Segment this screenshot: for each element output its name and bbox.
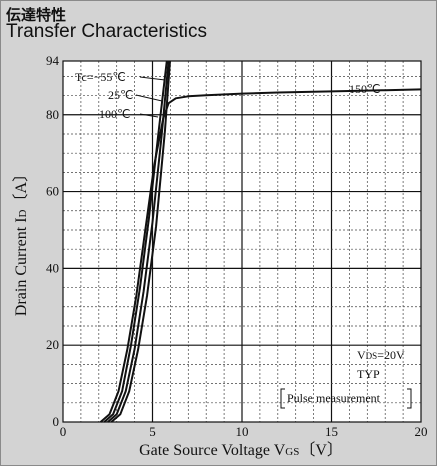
condition-pulse-measurement: Pulse measurement: [287, 391, 381, 405]
y-tick-label: 20: [46, 337, 59, 352]
pulse-bracket-left: [280, 388, 285, 409]
x-axis-label: Gate Source Voltage VGS〔V〕: [139, 441, 343, 459]
condition-vds-value: =20V: [377, 348, 405, 362]
grid-lines: [63, 61, 421, 422]
y-tick-label: 40: [46, 260, 59, 275]
series-label-25: 25℃: [108, 88, 133, 102]
series-label-100: 100℃: [99, 107, 130, 121]
chart-title-japanese: 伝達特性: [6, 6, 67, 24]
y-tick-label: 0: [53, 414, 60, 429]
leader-line: [139, 76, 166, 81]
series-label-150: 150℃: [349, 82, 380, 96]
x-axis-label-text: Gate Source Voltage: [139, 442, 270, 459]
series-label-minus55: Tc=−55℃: [75, 70, 126, 84]
curve-series-1: [107, 60, 170, 423]
label-leader-lines: [135, 76, 166, 118]
condition-vds-subscript: DS: [366, 351, 378, 361]
curves: [99, 60, 422, 423]
y-axis-label-symbol: I: [13, 217, 30, 222]
condition-vds-symbol: V: [357, 348, 366, 362]
y-tick-label: 60: [46, 184, 59, 199]
chart-title-english: Transfer Characteristics: [6, 21, 207, 42]
condition-vds: VDS=20V: [357, 348, 405, 362]
curve-series-3: [99, 88, 422, 423]
x-tick-label: 0: [60, 424, 67, 439]
condition-typ: TYP: [357, 367, 380, 381]
x-tick-label: 5: [149, 424, 156, 439]
x-tick-label: 10: [236, 424, 249, 439]
x-axis-label-unit: 〔V〕: [299, 441, 343, 459]
tick-labels: 0 5 10 15 20 0 20 40 60 80 94: [46, 53, 428, 439]
x-tick-label: 20: [415, 424, 428, 439]
x-tick-label: 15: [325, 424, 338, 439]
x-axis-label-symbol: V: [274, 442, 286, 459]
y-axis-label: Drain Current ID〔A〕: [12, 166, 30, 316]
y-axis-label-text: Drain Current: [13, 226, 30, 316]
y-tick-label: 94: [46, 53, 60, 68]
y-axis-label-subscript: D: [17, 209, 29, 217]
plot-border: [62, 60, 422, 423]
x-axis-label-subscript: GS: [285, 446, 299, 458]
curve-series-0: [110, 60, 171, 423]
pulse-bracket-right: [407, 388, 412, 409]
y-axis-label-unit: 〔A〕: [12, 166, 30, 210]
leader-line: [139, 113, 159, 118]
leader-line: [135, 94, 163, 102]
y-tick-label: 80: [46, 107, 59, 122]
